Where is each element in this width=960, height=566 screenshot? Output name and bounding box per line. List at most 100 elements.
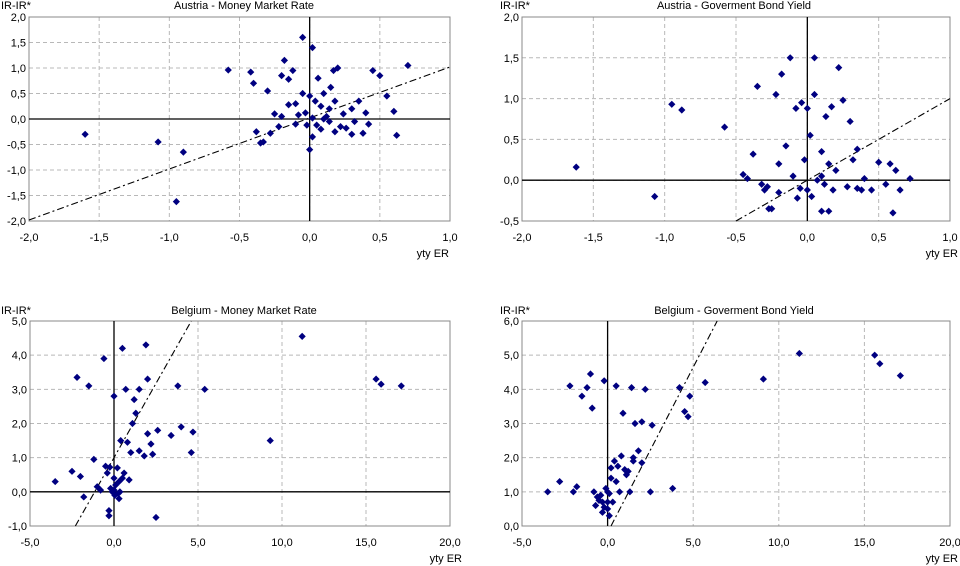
data-point <box>90 455 98 463</box>
data-point <box>753 82 761 90</box>
x-tick-label: 10,0 <box>271 537 292 549</box>
data-point <box>822 112 830 121</box>
data-point <box>906 174 914 183</box>
data-point <box>818 172 826 180</box>
data-point <box>792 104 800 112</box>
y-tick-label: -0,5 <box>7 140 26 152</box>
data-point <box>598 508 607 516</box>
data-point <box>786 54 794 62</box>
data-point <box>598 498 607 506</box>
data-point <box>311 97 319 105</box>
data-point <box>140 452 148 460</box>
x-tick-label: 1,0 <box>442 232 457 244</box>
data-point <box>292 100 300 108</box>
data-point <box>348 105 356 113</box>
data-point <box>572 163 580 171</box>
x-tick-label: -0,5 <box>727 232 746 244</box>
data-point <box>573 483 581 491</box>
data-point <box>147 440 155 448</box>
data-point <box>306 92 314 100</box>
y-tick-label: 3,0 <box>504 419 519 431</box>
x-tick-label: -1,5 <box>584 232 603 244</box>
data-point <box>566 382 574 390</box>
data-point <box>135 385 143 393</box>
x-axis-label: yty ER <box>926 553 958 565</box>
data-point <box>177 423 185 431</box>
data-point <box>327 83 335 91</box>
x-tick-label: -5,0 <box>21 537 40 549</box>
x-tick-label: 0,5 <box>871 232 886 244</box>
data-point <box>263 87 272 95</box>
data-point <box>289 66 297 75</box>
data-point <box>646 488 654 496</box>
data-point <box>113 464 121 472</box>
data-point <box>612 477 620 486</box>
data-point <box>256 139 265 147</box>
y-tick-label: 2,0 <box>504 453 519 465</box>
y-tick-label: 0,5 <box>504 134 519 146</box>
data-point <box>266 436 274 445</box>
x-tick-label: -0,5 <box>230 232 249 244</box>
data-point <box>115 477 123 486</box>
y-tick-label: 3,0 <box>12 384 27 396</box>
data-point <box>818 207 826 215</box>
data-point <box>322 112 331 121</box>
data-point <box>806 131 814 139</box>
data-point <box>810 54 819 62</box>
data-point <box>569 488 577 496</box>
x-tick-label: 10,0 <box>768 537 789 549</box>
data-point <box>867 186 876 194</box>
data-point <box>604 498 612 506</box>
x-tick-label: 0,0 <box>302 232 317 244</box>
chart-title: Austria - Money Market Rate <box>174 0 314 12</box>
data-point <box>285 75 293 83</box>
data-point <box>739 170 747 179</box>
data-point <box>350 117 359 126</box>
data-point <box>849 156 857 164</box>
data-point <box>259 138 267 146</box>
data-point <box>775 188 783 197</box>
data-point <box>772 90 780 99</box>
y-tick-label: 1,5 <box>11 38 26 50</box>
data-point <box>758 180 766 188</box>
data-point <box>142 341 150 349</box>
data-point <box>325 117 333 126</box>
data-point <box>313 121 321 129</box>
data-point <box>331 128 339 136</box>
data-point <box>278 112 286 121</box>
data-point <box>778 70 786 78</box>
data-point <box>813 176 821 184</box>
data-point <box>638 418 646 426</box>
x-axis-label: yty ER <box>430 553 462 565</box>
data-point <box>669 484 677 493</box>
data-point <box>127 448 135 457</box>
y-tick-label: 5,0 <box>12 316 27 328</box>
data-point <box>678 106 686 114</box>
data-point <box>800 156 809 164</box>
data-point <box>544 488 552 496</box>
data-point <box>280 56 289 64</box>
data-point <box>604 505 612 513</box>
data-point <box>843 183 851 191</box>
y-tick-label: 2,0 <box>11 12 26 24</box>
data-point <box>106 463 114 471</box>
data-point <box>125 476 133 484</box>
data-point <box>317 102 325 110</box>
data-point <box>80 493 88 501</box>
data-point <box>369 66 377 75</box>
data-point <box>668 100 676 108</box>
chart-panel-4: 0,0 1,0 2,0 3,0 4,0 5,0 6,0 -5,0 0,0 5,0 10,0 15,0 2… <box>500 305 960 565</box>
data-point <box>154 426 162 434</box>
data-point <box>320 89 328 98</box>
data-point <box>342 124 350 132</box>
data-point <box>278 72 286 80</box>
y-axis-label: IR-IR* <box>1 0 32 12</box>
fit-line <box>74 320 192 527</box>
plot-frame <box>521 320 951 527</box>
data-point <box>793 194 801 202</box>
data-point <box>798 99 806 107</box>
data-point <box>362 109 370 117</box>
data-point <box>619 409 627 417</box>
data-point <box>172 198 180 206</box>
data-point <box>365 120 373 128</box>
